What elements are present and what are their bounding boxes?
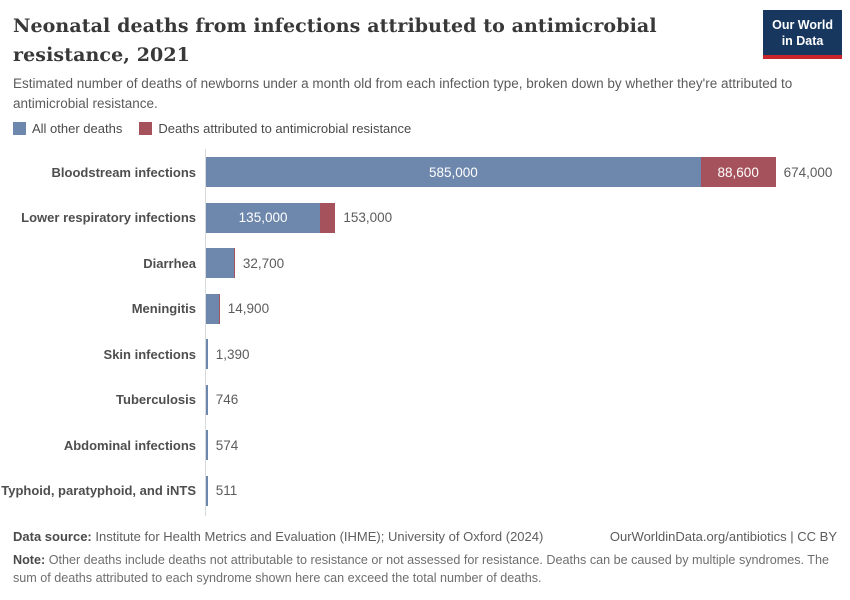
bar-chart: Bloodstream infections 585,000 88,600 674,0… xyxy=(0,149,850,521)
note-text: Other deaths include deaths not attribut… xyxy=(13,553,830,586)
owid-logo[interactable]: Our World in Data xyxy=(763,10,842,59)
bar-track: 32,700 xyxy=(206,248,850,278)
owid-logo-line2: in Data xyxy=(781,34,824,49)
total-value-label: 14,900 xyxy=(227,301,270,316)
chart-row: Lower respiratory infections 135,000 153,0… xyxy=(0,202,850,233)
bar-segment-all-other-deaths[interactable]: 585,000 xyxy=(206,157,701,187)
chart-row: Typhoid, paratyphoid, and iNTS 511 xyxy=(0,475,850,506)
chart-subtitle: Estimated number of deaths of newborns u… xyxy=(13,76,793,112)
bar-track: 14,900 xyxy=(206,293,850,324)
chart-row: Abdominal infections 574 xyxy=(0,430,850,460)
chart-row: Meningitis 14,900 xyxy=(0,293,850,324)
legend-swatch-icon xyxy=(13,122,26,135)
owid-url-license[interactable]: OurWorldinData.org/antibiotics | CC BY xyxy=(609,529,837,544)
total-value-label: 674,000 xyxy=(783,164,833,180)
category-label: Tuberculosis xyxy=(116,392,196,407)
bar-value-label-other: 135,000 xyxy=(238,210,288,225)
legend-item-1[interactable]: Deaths attributed to antimicrobial resis… xyxy=(139,121,411,136)
bar-segment-all-other-deaths[interactable] xyxy=(206,475,208,506)
page-title: Neonatal deaths from infections attribut… xyxy=(13,15,657,66)
bar-segment-all-other-deaths[interactable]: 135,000 xyxy=(206,202,321,233)
total-value-label: 32,700 xyxy=(242,255,285,271)
owid-logo-line1: Our World xyxy=(772,18,833,32)
total-value-label: 746 xyxy=(215,392,239,407)
chart-row: Skin infections 1,390 xyxy=(0,339,850,369)
total-value-label: 153,000 xyxy=(343,210,393,225)
bar-track: 585,000 88,600 674,000 xyxy=(206,157,850,187)
category-label: Meningitis xyxy=(131,301,196,316)
bar-segment-amr-deaths[interactable] xyxy=(233,248,235,278)
chart-row: Bloodstream infections 585,000 88,600 674,0… xyxy=(0,157,850,187)
bar-segment-amr-deaths[interactable] xyxy=(218,293,220,324)
chart-legend: All other deaths Deaths attributed to ant… xyxy=(13,121,411,136)
category-label: Typhoid, paratyphoid, and iNTS xyxy=(1,483,196,498)
category-label: Abdominal infections xyxy=(63,437,196,453)
category-label: Lower respiratory infections xyxy=(21,210,196,225)
bar-value-label-amr: 88,600 xyxy=(717,164,759,180)
bar-segment-all-other-deaths[interactable] xyxy=(206,430,208,460)
legend-label: All other deaths xyxy=(32,121,123,136)
bar-segment-amr-deaths[interactable] xyxy=(320,202,336,233)
chart-row: Diarrhea 32,700 xyxy=(0,248,850,278)
legend-swatch-icon xyxy=(139,122,153,135)
chart-footer: Data source: Institute for Health Metric… xyxy=(13,529,837,588)
legend-item-0[interactable]: All other deaths xyxy=(13,121,122,136)
bar-track: 574 xyxy=(206,430,850,460)
bar-segment-all-other-deaths[interactable] xyxy=(206,293,219,324)
bar-track: 135,000 153,000 xyxy=(206,202,850,233)
bar-segment-all-other-deaths[interactable] xyxy=(206,248,234,278)
category-label: Skin infections xyxy=(103,346,196,362)
bar-segment-all-other-deaths[interactable] xyxy=(206,339,208,369)
bar-segment-amr-deaths[interactable]: 88,600 xyxy=(700,157,776,187)
legend-label: Deaths attributed to antimicrobial resis… xyxy=(158,121,412,136)
total-value-label: 574 xyxy=(215,437,239,453)
source-row: Data source: Institute for Health Metric… xyxy=(13,529,837,544)
total-value-label: 511 xyxy=(215,483,238,498)
data-source: Data source: Institute for Health Metric… xyxy=(13,529,543,544)
data-source-value: Institute for Health Metrics and Evaluat… xyxy=(95,529,544,544)
bar-segment-all-other-deaths[interactable] xyxy=(206,384,208,415)
total-value-label: 1,390 xyxy=(215,346,250,362)
y-axis-line xyxy=(205,149,206,516)
note-label: Note: xyxy=(13,553,46,567)
bar-track: 511 xyxy=(206,475,850,506)
category-label: Bloodstream infections xyxy=(51,164,196,180)
bar-value-label-other: 585,000 xyxy=(428,164,478,180)
bar-track: 746 xyxy=(206,384,850,415)
category-label: Diarrhea xyxy=(143,255,196,271)
chart-row: Tuberculosis 746 xyxy=(0,384,850,415)
bar-track: 1,390 xyxy=(206,339,850,369)
data-source-label: Data source: xyxy=(13,529,92,544)
chart-note: Note: Other deaths include deaths not at… xyxy=(13,551,833,588)
